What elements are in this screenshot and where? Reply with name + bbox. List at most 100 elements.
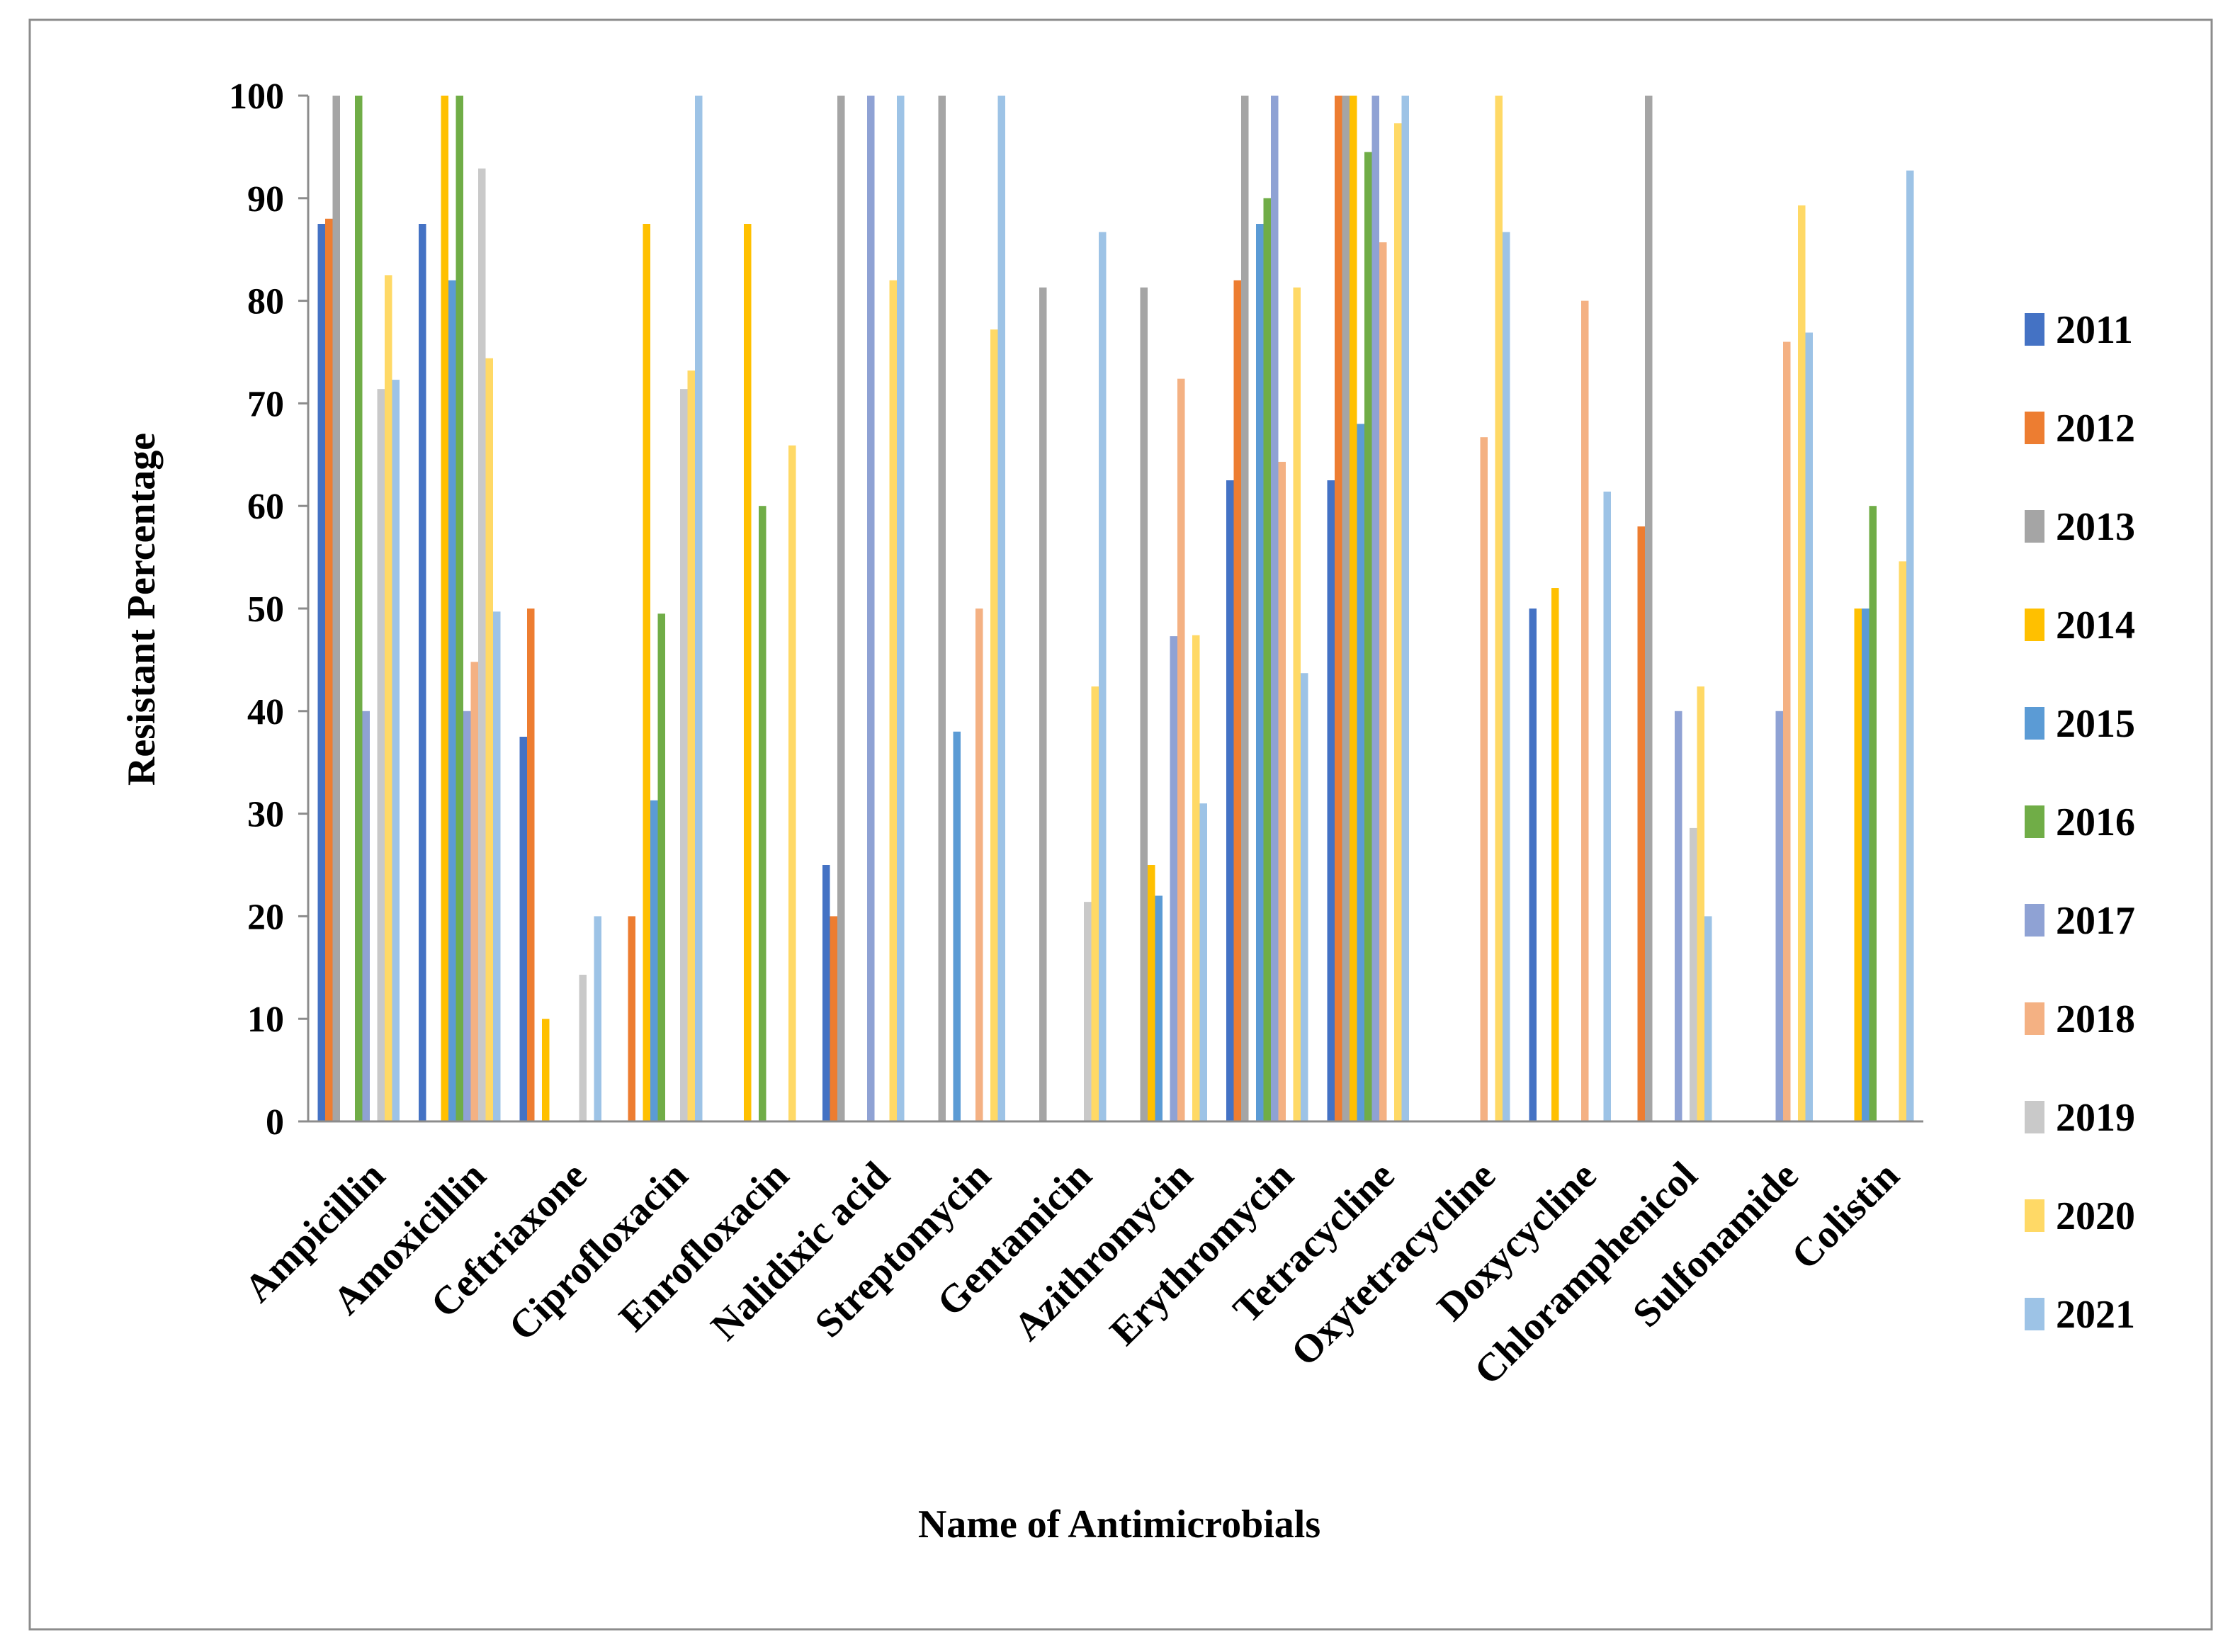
bar-2021-oxytetracycline <box>1503 232 1510 1122</box>
legend-label-2020: 2020 <box>2056 1194 2135 1238</box>
y-tick-label: 10 <box>247 1000 284 1040</box>
bar-2012-ciprofloxacin <box>628 916 635 1121</box>
bar-2019-ciprofloxacin <box>680 389 688 1121</box>
legend-label-2011: 2011 <box>2056 308 2133 352</box>
bar-2019-gentamicin <box>1084 902 1092 1121</box>
bar-2011-erythromycin <box>1226 480 1234 1121</box>
bar-2019-ceftriaxone <box>579 974 587 1121</box>
bar-2016-ampicillin <box>355 96 363 1121</box>
bar-2021-colistin <box>1906 170 1914 1122</box>
bar-2013-nalidixic-acid <box>837 96 845 1121</box>
x-axis-title: Name of Antimicrobials <box>918 1503 1320 1546</box>
legend-swatch-2020 <box>2025 1199 2044 1232</box>
bar-2020-erythromycin <box>1293 287 1301 1121</box>
legend-swatch-2015 <box>2025 707 2044 740</box>
bar-2020-streptomycin <box>990 329 998 1121</box>
bar-2013-chloramphenicol <box>1645 96 1653 1121</box>
bar-2020-ampicillin <box>385 275 392 1121</box>
legend-label-2014: 2014 <box>2056 604 2135 647</box>
bar-2016-colistin <box>1869 506 1877 1121</box>
bar-2015-colistin <box>1862 609 1870 1121</box>
bar-2016-enrofloxacin <box>759 506 767 1121</box>
bar-2019-chloramphenicol <box>1690 827 1697 1121</box>
bar-2017-nalidixic-acid <box>867 96 875 1121</box>
legend-label-2021: 2021 <box>2056 1293 2135 1337</box>
bar-2012-ampicillin <box>325 218 333 1121</box>
legend-label-2015: 2015 <box>2056 702 2135 746</box>
y-tick-label: 40 <box>247 692 284 732</box>
bars-layer <box>317 96 1914 1122</box>
bar-2021-tetracycline <box>1401 96 1409 1121</box>
bar-2016-tetracycline <box>1364 152 1372 1121</box>
bar-2020-amoxicillin <box>485 358 493 1122</box>
bar-2011-ampicillin <box>317 224 325 1121</box>
bar-2021-gentamicin <box>1099 232 1107 1122</box>
bar-2014-tetracycline <box>1350 96 1357 1121</box>
bar-2018-oxytetracycline <box>1480 437 1488 1121</box>
bar-2012-chloramphenicol <box>1637 526 1645 1121</box>
bar-2011-nalidixic-acid <box>822 865 830 1121</box>
y-axis-title: Resistant Percentage <box>120 433 164 786</box>
legend-swatch-2014 <box>2025 609 2044 641</box>
bar-2016-erythromycin <box>1263 198 1271 1121</box>
bar-2013-ampicillin <box>332 96 340 1121</box>
y-tick-label: 50 <box>247 589 284 630</box>
bar-2017-amoxicillin <box>463 711 471 1121</box>
bar-2020-enrofloxacin <box>788 445 796 1121</box>
legend-label-2018: 2018 <box>2056 997 2135 1041</box>
bar-2021-nalidixic-acid <box>897 96 905 1121</box>
bar-2014-enrofloxacin <box>744 224 752 1121</box>
bar-2019-amoxicillin <box>478 168 486 1121</box>
bar-2013-streptomycin <box>938 96 946 1121</box>
y-tick-label: 60 <box>247 487 284 527</box>
bar-2015-erythromycin <box>1256 224 1264 1121</box>
legend-swatch-2012 <box>2025 412 2044 444</box>
legend-label-2013: 2013 <box>2056 505 2135 549</box>
bar-2020-sulfonamide <box>1798 205 1806 1122</box>
bar-2014-ceftriaxone <box>542 1019 550 1121</box>
bar-2013-gentamicin <box>1039 287 1047 1121</box>
bar-2013-azithromycin <box>1140 287 1148 1121</box>
bar-2021-ampicillin <box>392 380 400 1121</box>
bar-2020-gentamicin <box>1091 686 1099 1121</box>
y-tick-label: 30 <box>247 795 284 835</box>
legend-swatch-2021 <box>2025 1298 2044 1330</box>
legend-label-2019: 2019 <box>2056 1096 2135 1140</box>
bar-2021-sulfonamide <box>1805 332 1813 1121</box>
bar-2012-erythromycin <box>1233 280 1241 1121</box>
bar-2020-chloramphenicol <box>1697 686 1704 1121</box>
y-tick-label: 90 <box>247 179 284 220</box>
bar-2013-tetracycline <box>1342 96 1350 1121</box>
bar-2011-amoxicillin <box>419 224 426 1121</box>
bar-2020-tetracycline <box>1394 123 1402 1122</box>
bar-2015-tetracycline <box>1357 424 1364 1121</box>
y-tick-label: 70 <box>247 384 284 424</box>
bar-2014-ciprofloxacin <box>643 224 650 1121</box>
bar-2020-colistin <box>1899 561 1906 1121</box>
bar-2018-streptomycin <box>975 609 983 1121</box>
legend-label-2012: 2012 <box>2056 407 2135 451</box>
bar-2020-nalidixic-acid <box>889 280 897 1121</box>
bar-2015-azithromycin <box>1155 895 1163 1121</box>
bar-2017-sulfonamide <box>1775 711 1783 1121</box>
legend-label-2017: 2017 <box>2056 899 2135 943</box>
bar-2017-azithromycin <box>1170 636 1177 1121</box>
bar-2018-erythromycin <box>1278 461 1286 1121</box>
bar-2014-colistin <box>1854 609 1862 1121</box>
bar-2012-nalidixic-acid <box>830 916 837 1121</box>
bar-2017-chloramphenicol <box>1675 711 1682 1121</box>
bar-2015-ciprofloxacin <box>650 800 658 1121</box>
bar-2018-azithromycin <box>1177 378 1185 1121</box>
bar-2021-doxycycline <box>1603 491 1611 1121</box>
bar-2020-oxytetracycline <box>1495 96 1503 1121</box>
bar-2017-tetracycline <box>1371 96 1379 1121</box>
bar-2013-erythromycin <box>1241 96 1249 1121</box>
bar-2021-amoxicillin <box>493 611 501 1121</box>
bar-2021-azithromycin <box>1199 803 1207 1121</box>
legend: 2011 2012 2013 2014 2015 2016 2017 2018 2019 2020… <box>2025 308 2135 1337</box>
bar-2020-ciprofloxacin <box>687 370 695 1121</box>
legend-swatch-2019 <box>2025 1101 2044 1133</box>
bar-2012-tetracycline <box>1335 96 1342 1121</box>
y-tick-label: 20 <box>247 897 284 937</box>
